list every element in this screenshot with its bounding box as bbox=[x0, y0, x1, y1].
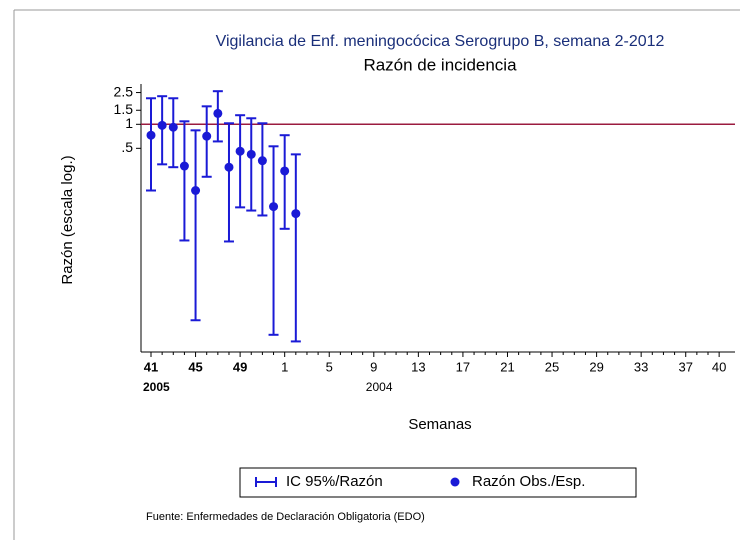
error-bar bbox=[179, 120, 190, 242]
x-tick-label: 25 bbox=[545, 359, 559, 374]
x-tick-label: 21 bbox=[500, 359, 514, 374]
x-tick-label: 33 bbox=[634, 359, 648, 374]
x-tick-label: 29 bbox=[589, 359, 603, 374]
point bbox=[235, 146, 245, 156]
point bbox=[269, 202, 279, 212]
error-bar bbox=[257, 122, 268, 217]
x-tick-label: 37 bbox=[678, 359, 692, 374]
point bbox=[179, 161, 189, 171]
chart-subtitle: Razón de incidencia bbox=[363, 55, 517, 74]
point bbox=[146, 130, 156, 140]
point bbox=[191, 186, 201, 196]
year-label: 2004 bbox=[366, 380, 393, 394]
error-bar bbox=[157, 95, 168, 166]
point bbox=[157, 120, 167, 130]
y-tick-label: 2.5 bbox=[114, 83, 134, 99]
y-tick-label: 1 bbox=[125, 115, 133, 131]
error-bar bbox=[146, 97, 156, 192]
error-bar bbox=[290, 153, 301, 343]
point bbox=[168, 122, 178, 132]
y-tick-label: .5 bbox=[121, 139, 133, 155]
x-tick-label: 17 bbox=[456, 359, 470, 374]
x-tick-label: 9 bbox=[370, 359, 377, 374]
x-tick-label: 45 bbox=[188, 359, 202, 374]
point bbox=[224, 162, 234, 172]
x-tick-label: 41 bbox=[144, 359, 158, 374]
y-axis-label: Razón (escala log.) bbox=[59, 155, 76, 284]
error-bar bbox=[246, 117, 257, 212]
error-bar bbox=[279, 134, 290, 230]
x-tick-label: 40 bbox=[712, 359, 726, 374]
error-bar bbox=[168, 97, 179, 169]
error-bar bbox=[223, 122, 234, 243]
y-tick-label: 1.5 bbox=[114, 101, 134, 117]
legend-symbol bbox=[450, 477, 460, 487]
point bbox=[213, 108, 223, 118]
legend-label: Razón Obs./Esp. bbox=[472, 473, 585, 490]
legend-label: IC 95%/Razón bbox=[286, 473, 383, 490]
point bbox=[202, 131, 212, 141]
legend-box bbox=[239, 467, 637, 498]
point bbox=[280, 166, 290, 176]
point bbox=[246, 149, 256, 159]
error-bar bbox=[268, 145, 279, 336]
x-tick-label: 49 bbox=[233, 359, 247, 374]
source-note: Fuente: Enfermedades de Declaración Obli… bbox=[146, 511, 425, 523]
error-bar bbox=[190, 129, 201, 322]
error-bar bbox=[235, 114, 246, 209]
x-tick-label: 1 bbox=[281, 359, 288, 374]
x-tick-label: 5 bbox=[326, 359, 333, 374]
x-axis-label: Semanas bbox=[408, 416, 471, 433]
point bbox=[257, 156, 267, 166]
error-bar bbox=[201, 105, 212, 178]
year-label: 2005 bbox=[143, 380, 170, 394]
point bbox=[291, 209, 301, 219]
x-tick-label: 13 bbox=[411, 359, 425, 374]
chart-title: Vigilancia de Enf. meningocócica Serogru… bbox=[216, 33, 665, 50]
